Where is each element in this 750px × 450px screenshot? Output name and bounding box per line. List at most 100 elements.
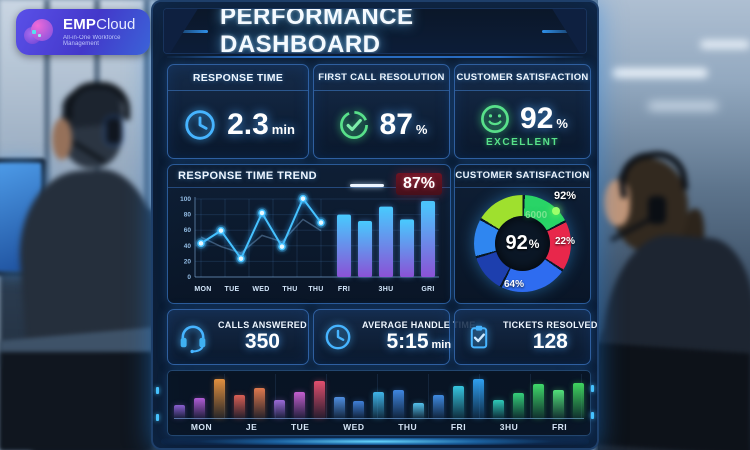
ceiling-light <box>648 102 718 110</box>
kpi-unit: min <box>431 339 452 352</box>
kpi-card-response-time[interactable]: RESPONSE TIME 2.3 min <box>167 64 309 159</box>
headset-icon <box>180 325 206 354</box>
kpi-label: CALLS ANSWERED <box>218 320 307 331</box>
panel-title: CUSTOMER SATISFACTION <box>455 165 590 188</box>
fcr-badge: 87% <box>395 173 442 195</box>
kpi-unit: % <box>556 116 568 131</box>
svg-text:TUE: TUE <box>225 286 240 293</box>
bar <box>453 386 465 418</box>
donut-label-right: 22% <box>555 236 576 247</box>
dashboard-panel: PERFORMANCE DASHBOARD RESPONSE TIME 2.3 m… <box>151 0 599 450</box>
kpi-label: TICKETS RESOLVED <box>503 320 598 331</box>
title-accent-line-right <box>542 29 586 33</box>
day-label: TUE <box>290 422 310 432</box>
frame-tick <box>156 387 159 394</box>
kpi-value: 2.3 <box>227 107 269 141</box>
donut-label-good: 6000 <box>525 210 548 221</box>
kpi-card-first-call-resolution[interactable]: FIRST CALL RESOLUTION 87% <box>313 64 450 159</box>
kpi-label: CUSTOMER SATISFACTION <box>455 65 590 91</box>
check-circle-icon <box>339 110 368 139</box>
donut-marker-dot <box>552 207 560 215</box>
svg-text:GRI: GRI <box>421 286 434 293</box>
bar <box>373 392 385 418</box>
bar <box>572 383 584 418</box>
smiley-icon <box>481 105 509 133</box>
day-label: WED <box>343 422 365 432</box>
page-title: PERFORMANCE DASHBOARD <box>220 8 414 54</box>
kpi-value: 87 <box>379 107 413 141</box>
kpi-card-calls-answered[interactable]: CALLS ANSWERED 350 <box>167 309 309 365</box>
response-time-trend-panel[interactable]: RESPONSE TIME TREND 87% 100 80 60 40 20 0 MON T… <box>167 164 451 304</box>
glow-accent <box>161 438 589 445</box>
dashboard-titlebar: PERFORMANCE DASHBOARD <box>163 8 587 54</box>
kpi-label: FIRST CALL RESOLUTION <box>314 65 449 91</box>
svg-text:WED: WED <box>252 286 269 293</box>
kpi-value: 5:15 <box>386 330 429 354</box>
bar <box>333 397 345 418</box>
frame-tick <box>591 412 594 419</box>
kpi-value: 92 <box>520 102 554 135</box>
bar <box>493 400 504 418</box>
kpi-card-customer-satisfaction[interactable]: CUSTOMER SATISFACTION 92% EXCELLENT <box>454 64 591 159</box>
clock-icon <box>325 324 351 350</box>
svg-text:80: 80 <box>184 212 192 219</box>
kpi-card-average-handle-time[interactable]: AVERAGE HANDLE TIME 5:15 min <box>313 309 475 365</box>
clipboard-check-icon <box>470 325 488 349</box>
customer-satisfaction-panel[interactable]: CUSTOMER SATISFACTION 92% 92% 6000 22% 6… <box>454 164 591 304</box>
agent-female-silhouette <box>590 60 750 450</box>
svg-text:40: 40 <box>184 243 192 250</box>
svg-text:FRI: FRI <box>338 286 350 293</box>
bar <box>532 384 544 418</box>
svg-text:3HU: 3HU <box>379 286 394 293</box>
bar <box>353 401 365 418</box>
panel-title: RESPONSE TIME TREND <box>168 165 450 188</box>
bar-chart <box>174 374 584 419</box>
weekly-volume-chart-panel[interactable]: MON JE TUE WED THU FRI 3HU FRI <box>167 370 591 436</box>
bar-chart-labels: MON JE TUE WED THU FRI 3HU FRI <box>174 422 584 432</box>
bar <box>174 405 185 418</box>
desk-right <box>596 342 750 450</box>
bar <box>473 379 485 418</box>
svg-text:20: 20 <box>184 258 192 265</box>
bar <box>233 395 245 418</box>
ceiling-light <box>700 40 750 49</box>
day-label: FRI <box>551 422 568 432</box>
svg-text:0: 0 <box>187 274 191 281</box>
brand-name-bold: EMP <box>63 15 97 33</box>
svg-text:THU: THU <box>282 286 297 293</box>
headset-silhouette <box>66 82 130 120</box>
day-label: FRI <box>450 422 467 432</box>
title-accent-line-left <box>164 29 208 33</box>
donut-center-value: 92% <box>505 232 540 254</box>
day-label: 3HU <box>499 422 519 432</box>
satisfaction-donut-chart <box>474 195 571 292</box>
kpi-unit: min <box>271 121 295 137</box>
bar <box>433 395 445 418</box>
bar <box>193 398 205 418</box>
donut-label-bottom: 64% <box>504 279 525 290</box>
bar <box>273 400 285 418</box>
kpi-sublabel: EXCELLENT <box>486 137 559 148</box>
frame-tick <box>156 414 159 421</box>
donut-label-top-right: 92% <box>554 190 577 202</box>
svg-text:100: 100 <box>180 196 191 203</box>
bar <box>413 403 425 418</box>
bar <box>552 390 564 418</box>
kpi-unit: % <box>415 121 428 137</box>
bar <box>213 379 225 418</box>
title-underline <box>167 56 583 58</box>
day-label: THU <box>398 422 418 432</box>
cloud-logo-icon <box>24 17 56 47</box>
svg-text:MON: MON <box>194 286 211 293</box>
floor-left <box>0 352 152 450</box>
kpi-label: AVERAGE HANDLE TIME <box>362 320 476 331</box>
frame-tick <box>591 385 594 392</box>
svg-text:60: 60 <box>184 227 192 234</box>
bar <box>293 392 305 418</box>
kpi-card-tickets-resolved[interactable]: TICKETS RESOLVED 128 <box>454 309 597 365</box>
svg-text:THU: THU <box>308 286 323 293</box>
kpi-value: 350 <box>244 330 280 354</box>
clock-icon <box>185 109 215 140</box>
